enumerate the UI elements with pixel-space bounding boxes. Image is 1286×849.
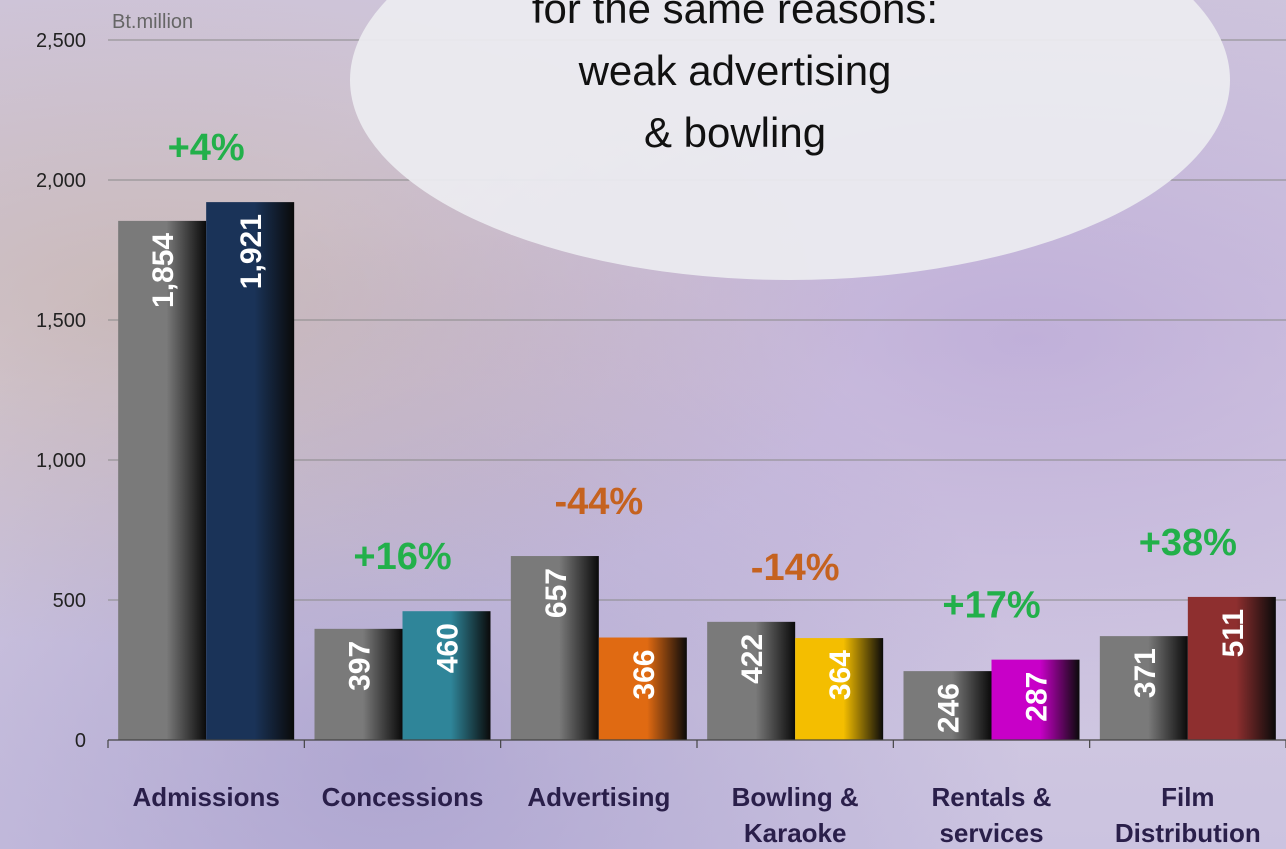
bar-value-label: 460	[432, 623, 465, 673]
bar-prior-year	[510, 556, 599, 740]
bar-value-label: 1,854	[147, 233, 180, 308]
bar-prior-year	[903, 671, 992, 740]
growth-annotation: +16%	[353, 536, 451, 578]
bar-prior-year	[118, 220, 207, 740]
bar-prior-year	[707, 621, 796, 740]
bar-value-label: 364	[824, 650, 857, 700]
callout-line: & bowling	[643, 109, 827, 156]
y-tick-label: 2,500	[36, 30, 86, 52]
category-label: Distribution	[1115, 818, 1261, 848]
bar-current-year	[598, 637, 687, 740]
category-label: Advertising	[527, 782, 670, 812]
y-tick-label: 2,000	[36, 170, 86, 192]
bar-value-label: 1,921	[235, 214, 268, 289]
bar-value-label: 397	[344, 641, 377, 691]
y-tick-label: 500	[53, 590, 86, 612]
growth-annotation: -14%	[751, 547, 840, 589]
bar-current-year	[402, 611, 491, 740]
bar-value-label: 366	[628, 650, 661, 700]
category-label: Film	[1161, 782, 1214, 812]
category-label: Admissions	[132, 782, 279, 812]
growth-annotation: +38%	[1139, 522, 1237, 564]
callout-line: for the same reasons:	[531, 0, 939, 32]
callout-line: weak advertising	[578, 47, 892, 94]
growth-annotation: -44%	[554, 481, 643, 523]
bar-current-year	[1187, 596, 1276, 740]
bar-current-year	[795, 638, 884, 740]
bar-value-label: 511	[1217, 609, 1250, 657]
category-label: Concessions	[322, 782, 484, 812]
bar-prior-year	[1099, 636, 1188, 740]
category-label: Karaoke	[744, 818, 847, 848]
bar-current-year	[991, 659, 1080, 740]
bar-current-year	[206, 202, 295, 740]
growth-annotation: +17%	[942, 585, 1040, 627]
bar-value-label: 287	[1021, 672, 1054, 722]
category-label: Bowling &	[732, 782, 859, 812]
bar-value-label: 246	[933, 683, 966, 733]
y-tick-label: 1,500	[36, 310, 86, 332]
bars	[118, 202, 1276, 740]
y-tick-label: 0	[75, 730, 86, 752]
category-label: services	[939, 818, 1043, 848]
category-label: Rentals &	[932, 782, 1052, 812]
callout-text: for the same reasons: weak advertising &…	[455, 0, 1015, 164]
bar-value-label: 371	[1129, 648, 1162, 698]
y-tick-label: 1,000	[36, 450, 86, 472]
bar-prior-year	[314, 628, 403, 740]
bar-value-label: 422	[736, 634, 769, 684]
y-axis-label: Bt.million	[112, 11, 193, 33]
growth-annotation: +4%	[168, 127, 245, 169]
labels: 0 500 1,000 1,500 2,000 2,500 Bt.million 1,854 1…	[36, 11, 1261, 848]
bar-value-label: 657	[540, 568, 573, 618]
axes	[107, 739, 1286, 748]
